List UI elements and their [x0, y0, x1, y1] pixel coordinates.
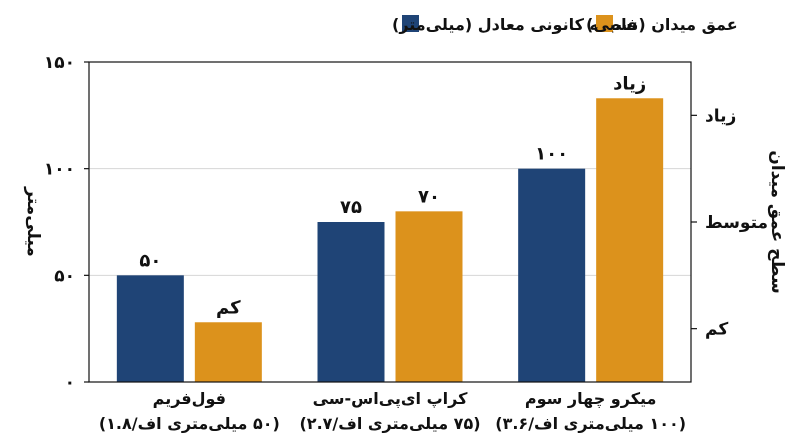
data-label: ۷۵ [340, 197, 362, 218]
legend-swatch [596, 15, 613, 32]
legend-label: فاصله کانونی معادل (میلی‌متر) [392, 15, 638, 34]
bar [116, 275, 184, 382]
bar [317, 222, 385, 382]
y-tick-label: ۰ [65, 373, 75, 393]
y-tick-label: ۱۵۰ [44, 53, 75, 73]
y-axis-title: میلی‌متر [23, 186, 43, 257]
axes: فول‌فریم (۵۰ میلی‌متری اف/۱.۸) کراپ ای‌پی‌… [44, 53, 768, 433]
y-tick-label: ۱۰۰ [44, 160, 75, 180]
y2-tick-label: کم [705, 320, 728, 340]
data-label: ۵۰ [139, 250, 161, 271]
data-label: کم [216, 297, 241, 318]
legend-label: عمق میدان (نسبی) [586, 15, 738, 34]
data-label: ۷۰ [418, 186, 440, 207]
bar [194, 322, 262, 382]
bar [596, 98, 664, 383]
y2-tick-label: زیاد [705, 106, 736, 126]
category-label: کراپ ای‌پی‌اس-سی [313, 389, 469, 409]
bars: ۵۰ کم ۷۵ ۷۰ ۱۰۰ زیاد [116, 73, 664, 383]
y2-tick-label: متوسط [705, 213, 768, 233]
bar [395, 211, 463, 382]
data-label: ۱۰۰ [535, 144, 568, 165]
category-label: (۵۰ میلی‌متری اف/۱.۸) [99, 414, 280, 433]
bar [518, 168, 586, 382]
y2-axis-title: سطح عمق میدان [767, 150, 787, 293]
data-label: زیاد [613, 73, 646, 94]
category-label: میکرو چهار سوم [525, 389, 657, 409]
y-tick-label: ۵۰ [54, 266, 75, 286]
legend: فاصله کانونی معادل (میلی‌متر)عمق میدان (… [392, 15, 738, 34]
category-label: (۱۰۰ میلی‌متری اف/۳.۶) [495, 414, 686, 433]
legend-swatch [402, 15, 419, 32]
category-label: (۷۵ میلی‌متری اف/۲.۷) [299, 414, 480, 433]
category-label: فول‌فریم [153, 389, 226, 408]
